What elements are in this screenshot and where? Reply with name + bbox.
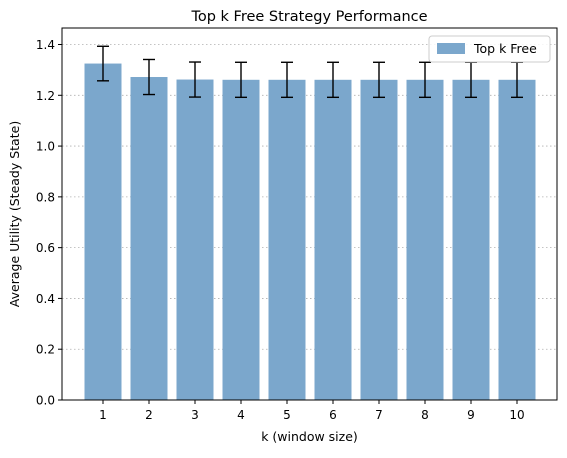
bar-layer (84, 63, 536, 401)
bar (314, 79, 352, 400)
y-tick-label: 1.4 (36, 38, 55, 52)
x-tick-label: 8 (421, 408, 429, 422)
y-axis-label: Average Utility (Steady State) (7, 121, 22, 307)
legend: Top k Free (428, 35, 551, 63)
bar (176, 79, 214, 401)
y-tick-label: 0.6 (36, 241, 55, 255)
y-tick-label: 1.2 (36, 89, 55, 103)
x-axis-label: k (window size) (261, 429, 358, 444)
chart-title: Top k Free Strategy Performance (190, 9, 427, 25)
y-tick-label: 0.2 (36, 343, 55, 357)
y-tick-label: 0.0 (36, 394, 55, 408)
y-tick-label: 1.0 (36, 140, 55, 154)
legend-label: Top k Free (473, 41, 537, 56)
plot-frame (61, 27, 558, 401)
error-bar-layer (97, 45, 523, 99)
bar (222, 79, 260, 400)
x-tick-label: 9 (467, 408, 475, 422)
x-tick-label: 6 (329, 408, 337, 422)
bar (130, 77, 168, 400)
x-tick-label: 7 (375, 408, 383, 422)
y-tick-label: 0.4 (36, 292, 55, 306)
x-tick-label: 10 (509, 408, 524, 422)
bar (84, 63, 122, 400)
bar (498, 79, 536, 400)
y-axis: 0.0 0.2 0.4 0.6 0.8 1.0 1.2 1.4 (36, 38, 62, 408)
x-tick-label: 5 (283, 408, 291, 422)
bar (452, 79, 490, 400)
legend-box (428, 35, 551, 63)
x-tick-label: 3 (191, 408, 199, 422)
x-tick-label: 1 (99, 408, 107, 422)
bar (406, 79, 444, 400)
y-tick-label: 0.8 (36, 190, 55, 204)
bar (360, 79, 398, 400)
bar (268, 79, 306, 400)
x-tick-label: 2 (145, 408, 153, 422)
legend-swatch (437, 43, 465, 54)
x-axis: 1 2 3 4 5 6 7 8 9 10 (99, 400, 525, 422)
x-tick-label: 4 (237, 408, 245, 422)
